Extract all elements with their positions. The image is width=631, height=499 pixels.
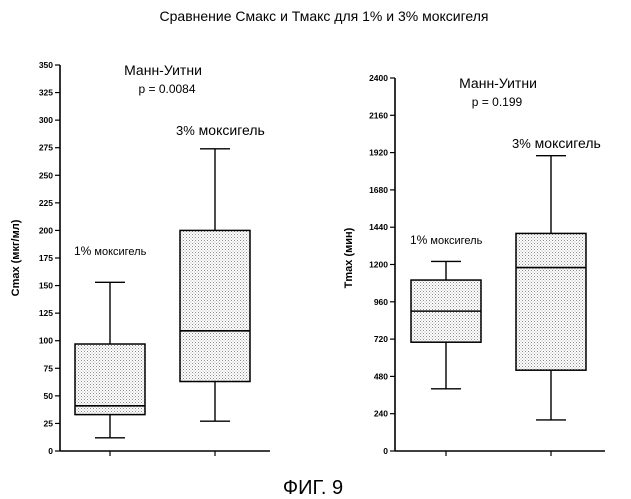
tmax-box-chart: 0 240 480 720 960 1200 1440 1680 1920 2160 2400 Tma… bbox=[343, 73, 605, 456]
y-tick-label: 960 bbox=[374, 297, 388, 307]
stat-test-label: Манн-Уитни bbox=[124, 62, 202, 78]
y-tick-label: 75 bbox=[44, 363, 54, 373]
y-tick-label: 50 bbox=[44, 391, 54, 401]
group-label: 3% моксигель bbox=[176, 122, 265, 138]
y-tick-label: 275 bbox=[39, 143, 53, 153]
cmax-box-chart: 0 25 50 75 100 125 150 175 200 225 250 275 300 325 350… bbox=[10, 60, 270, 456]
y-axis-label: Cmax (мкг/мл) bbox=[10, 219, 22, 296]
y-tick-label: 1920 bbox=[369, 148, 388, 158]
group-label: 1% моксигель bbox=[74, 244, 147, 258]
y-tick-label: 300 bbox=[39, 115, 53, 125]
y-tick-label: 150 bbox=[39, 281, 53, 291]
y-tick-label: 200 bbox=[39, 225, 53, 235]
y-tick-label: 480 bbox=[374, 371, 388, 381]
iqr-box bbox=[515, 232, 587, 371]
iqr-box bbox=[74, 343, 146, 416]
y-tick-label: 2400 bbox=[369, 73, 388, 83]
y-tick-label: 240 bbox=[374, 409, 388, 419]
y-tick-label: 325 bbox=[39, 88, 53, 98]
group-label: 3% моксигель bbox=[512, 135, 601, 151]
y-tick-label: 1440 bbox=[369, 222, 388, 232]
y-tick-label: 350 bbox=[39, 60, 53, 70]
iqr-box bbox=[179, 229, 251, 383]
y-axis-label: Tmax (мин) bbox=[343, 227, 355, 288]
y-tick-label: 1680 bbox=[369, 185, 388, 195]
y-tick-label: 1200 bbox=[369, 260, 388, 270]
y-tick-label: 2160 bbox=[369, 110, 388, 120]
p-value-label: p = 0.0084 bbox=[138, 82, 195, 96]
group-label: 1% моксигель bbox=[410, 233, 483, 247]
y-tick-label: 225 bbox=[39, 198, 53, 208]
y-tick-label: 0 bbox=[48, 446, 53, 456]
y-tick-label: 25 bbox=[44, 418, 54, 428]
y-tick-label: 0 bbox=[383, 446, 388, 456]
figure-caption: ФИГ. 9 bbox=[283, 477, 343, 499]
y-tick-label: 175 bbox=[39, 253, 53, 263]
y-tick-label: 720 bbox=[374, 334, 388, 344]
y-tick-label: 100 bbox=[39, 336, 53, 346]
p-value-label: p = 0.199 bbox=[472, 95, 523, 109]
figure-title: Сравнение Смакс и Тмакс для 1% и 3% мокс… bbox=[160, 8, 489, 24]
y-tick-label: 125 bbox=[39, 308, 53, 318]
stat-test-label: Манн-Уитни bbox=[459, 75, 537, 91]
y-tick-label: 250 bbox=[39, 170, 53, 180]
